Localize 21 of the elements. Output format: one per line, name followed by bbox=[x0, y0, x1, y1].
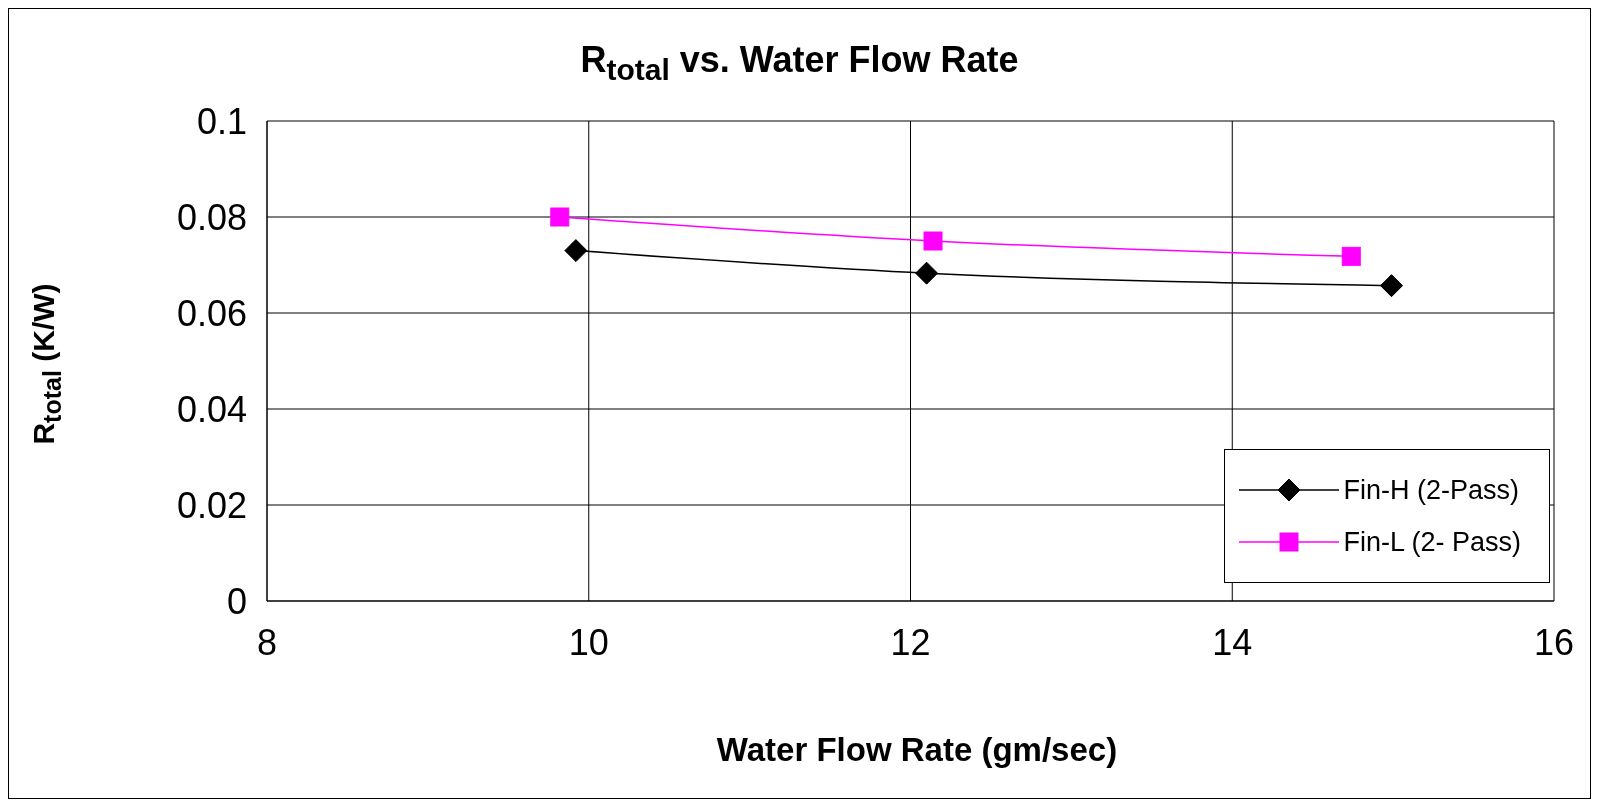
y-tick-label: 0.04 bbox=[176, 388, 247, 430]
x-tick-label: 16 bbox=[1533, 621, 1575, 663]
point bbox=[550, 207, 570, 227]
point bbox=[564, 239, 588, 263]
point bbox=[923, 231, 943, 251]
y-tick-label: 0.1 bbox=[196, 100, 247, 142]
point bbox=[915, 261, 939, 285]
x-tick-label: 8 bbox=[256, 621, 278, 663]
point bbox=[1341, 246, 1361, 266]
y-tick-label: 0 bbox=[226, 580, 247, 622]
x-tick-label: 14 bbox=[1212, 621, 1253, 663]
x-tick-label: 10 bbox=[568, 621, 609, 663]
point bbox=[1380, 274, 1404, 298]
y-tick-label: 0.06 bbox=[176, 292, 247, 334]
chart-title: R$_{total}$ vs. Water Flow Rate bbox=[579, 39, 1020, 88]
y-tick-label: 0.08 bbox=[176, 196, 247, 238]
x-axis-title: Water Flow Rate (gm/sec) bbox=[715, 731, 1119, 769]
legend-label: Fin-H (2-Pass) bbox=[1343, 474, 1519, 506]
x-tick-label: 12 bbox=[890, 621, 931, 663]
legend-label: Fin-L (2- Pass) bbox=[1343, 526, 1521, 558]
y-tick-label: 0.02 bbox=[176, 484, 247, 526]
